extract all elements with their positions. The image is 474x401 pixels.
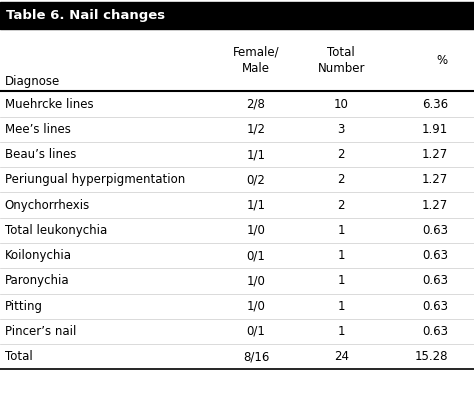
Text: 1/0: 1/0	[246, 300, 265, 313]
Text: 0/1: 0/1	[246, 325, 265, 338]
Bar	[0, 2, 474, 29]
Text: Pincer’s nail: Pincer’s nail	[5, 325, 76, 338]
Text: 2: 2	[337, 198, 345, 212]
Text: 1/0: 1/0	[246, 274, 265, 288]
Text: Beau’s lines: Beau’s lines	[5, 148, 76, 161]
Text: 3: 3	[337, 123, 345, 136]
Text: %: %	[437, 54, 448, 67]
Text: 0.63: 0.63	[422, 224, 448, 237]
Text: 2: 2	[337, 148, 345, 161]
Text: 6.36: 6.36	[422, 97, 448, 111]
Text: 0.63: 0.63	[422, 274, 448, 288]
Text: Paronychia: Paronychia	[5, 274, 69, 288]
Text: Table 6. Nail changes: Table 6. Nail changes	[6, 9, 165, 22]
Text: 1/0: 1/0	[246, 224, 265, 237]
Text: 1: 1	[337, 325, 345, 338]
Text: Total leukonychia: Total leukonychia	[5, 224, 107, 237]
Text: 24: 24	[334, 350, 349, 363]
Text: 0.63: 0.63	[422, 325, 448, 338]
Text: 1.27: 1.27	[422, 173, 448, 186]
Text: 15.28: 15.28	[414, 350, 448, 363]
Text: 2/8: 2/8	[246, 97, 265, 111]
Text: Female/
Male: Female/ Male	[233, 46, 279, 75]
Text: Mee’s lines: Mee’s lines	[5, 123, 71, 136]
Text: 0.63: 0.63	[422, 300, 448, 313]
Text: 1: 1	[337, 300, 345, 313]
Text: 1/2: 1/2	[246, 123, 265, 136]
Text: 0.63: 0.63	[422, 249, 448, 262]
Text: Muehrcke lines: Muehrcke lines	[5, 97, 93, 111]
Text: Periungual hyperpigmentation: Periungual hyperpigmentation	[5, 173, 185, 186]
Text: Koilonychia: Koilonychia	[5, 249, 72, 262]
Text: 1.27: 1.27	[422, 198, 448, 212]
Text: 8/16: 8/16	[243, 350, 269, 363]
Text: 1.91: 1.91	[422, 123, 448, 136]
Text: 1/1: 1/1	[246, 148, 265, 161]
Text: 1.27: 1.27	[422, 148, 448, 161]
Text: Total
Number: Total Number	[318, 46, 365, 75]
Text: 2: 2	[337, 173, 345, 186]
Text: 1/1: 1/1	[246, 198, 265, 212]
Text: Diagnose: Diagnose	[5, 75, 60, 88]
Text: Pitting: Pitting	[5, 300, 43, 313]
Text: 10: 10	[334, 97, 349, 111]
Text: 0/2: 0/2	[246, 173, 265, 186]
Text: 0/1: 0/1	[246, 249, 265, 262]
Text: Onychorrhexis: Onychorrhexis	[5, 198, 90, 212]
Text: Total: Total	[5, 350, 33, 363]
Text: 1: 1	[337, 249, 345, 262]
Text: 1: 1	[337, 224, 345, 237]
Text: 1: 1	[337, 274, 345, 288]
